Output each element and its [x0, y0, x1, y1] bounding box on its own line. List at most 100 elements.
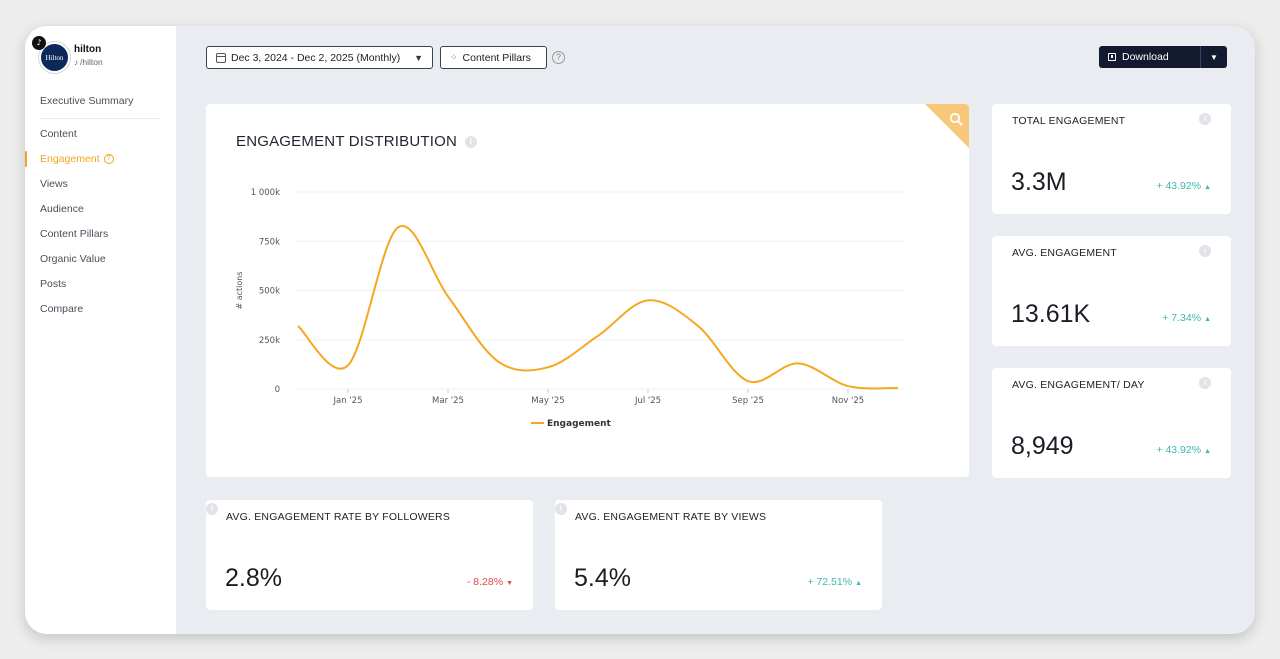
sidebar-nav: Executive Summary Content Engagement? Vi…	[25, 89, 176, 322]
download-button[interactable]: Download ▼	[1099, 46, 1227, 68]
sidebar-item-organic-value[interactable]: Organic Value	[40, 253, 106, 265]
x-tick-label: May '25	[531, 396, 564, 406]
change-text: - 8.28%	[466, 576, 504, 588]
kpi-value: 3.3M	[1011, 168, 1067, 196]
date-range-label: Dec 3, 2024 - Dec 2, 2025 (Monthly)	[231, 51, 401, 64]
calendar-icon	[216, 52, 226, 63]
sidebar-item-views[interactable]: Views	[40, 178, 68, 190]
kpi-label: AVG. ENGAGEMENT/ DAY	[1012, 379, 1145, 391]
change-text: + 7.34%	[1162, 312, 1202, 324]
sidebar-item-engagement[interactable]: Engagement?	[25, 147, 176, 172]
sparkle-icon: ⁘	[450, 52, 458, 62]
engagement-line-chart: 0 250k 500k 750k 1 000k # actions Jan '25 Mar '…	[235, 188, 904, 429]
y-tick-label: 750k	[259, 237, 280, 247]
rate-label: AVG. ENGAGEMENT RATE BY FOLLOWERS	[226, 511, 451, 523]
arrow-down-icon: ▼	[506, 580, 513, 587]
download-icon	[1108, 53, 1116, 61]
info-icon[interactable]: i	[1199, 113, 1211, 125]
data-point	[496, 359, 500, 363]
chevron-down-icon: ▼	[414, 52, 423, 63]
y-tick-label: 1 000k	[251, 188, 280, 198]
data-point	[396, 225, 400, 229]
avatar: Hilton	[39, 42, 70, 73]
arrow-up-icon: ▲	[1204, 316, 1211, 323]
profile-header[interactable]: Hilton ♪ hilton ♪/hilton	[30, 36, 170, 76]
x-tick-label: Mar '25	[432, 396, 464, 406]
x-tick-label: Jan '25	[333, 396, 363, 406]
tiktok-icon: ♪	[32, 36, 46, 50]
rate-card-views: AVG. ENGAGEMENT RATE BY VIEWS i 5.4% + 7…	[555, 500, 882, 610]
tiktok-small-icon: ♪	[74, 58, 78, 67]
rate-card-followers: AVG. ENGAGEMENT RATE BY FOLLOWERS i 2.8%…	[206, 500, 533, 610]
data-point	[446, 294, 450, 298]
kpi-label: AVG. ENGAGEMENT	[1012, 247, 1117, 259]
download-label: Download	[1122, 51, 1169, 63]
data-point	[646, 298, 650, 302]
kpi-change: + 43.92% ▲	[1156, 444, 1211, 456]
info-icon[interactable]: i	[206, 502, 218, 515]
data-point	[846, 384, 850, 388]
rate-label: AVG. ENGAGEMENT RATE BY VIEWS	[575, 511, 767, 523]
info-icon[interactable]: i	[1199, 245, 1211, 257]
y-tick-label: 250k	[259, 336, 280, 346]
y-tick-label: 500k	[259, 287, 280, 297]
arrow-up-icon: ▲	[1204, 184, 1211, 191]
engagement-distribution-card: ENGAGEMENT DISTRIBUTION i 0 250k 500k 750k 1 …	[206, 104, 969, 477]
x-tick-label: Nov '25	[832, 396, 864, 406]
content-pillars-button[interactable]: ⁘ Content Pillars	[440, 46, 547, 69]
sidebar: Hilton ♪ hilton ♪/hilton Executive Summa…	[25, 26, 176, 634]
kpi-card-avg-engagement-per-day: AVG. ENGAGEMENT/ DAY i 8,949 + 43.92% ▲	[992, 368, 1231, 478]
change-text: + 72.51%	[807, 576, 853, 588]
sidebar-item-executive-summary[interactable]: Executive Summary	[40, 95, 134, 107]
info-icon[interactable]: i	[1199, 377, 1211, 389]
kpi-card-total-engagement: TOTAL ENGAGEMENT i 3.3M + 43.92% ▲	[992, 104, 1231, 214]
kpi-value: 8,949	[1011, 432, 1074, 460]
kpi-change: + 7.34% ▲	[1162, 312, 1211, 324]
chevron-down-icon[interactable]: ▼	[1210, 52, 1218, 62]
data-point	[546, 365, 550, 369]
rate-change: - 8.28% ▼	[467, 576, 513, 588]
help-icon[interactable]: ?	[103, 154, 114, 165]
data-point	[796, 361, 800, 365]
corner-flag	[925, 104, 969, 148]
data-point	[746, 379, 750, 383]
kpi-change: + 43.92% ▲	[1156, 180, 1211, 192]
data-point	[596, 334, 600, 338]
y-tick-label: 0	[275, 385, 280, 395]
series-line-engagement	[297, 225, 899, 390]
content-pillars-label: Content Pillars	[462, 51, 531, 64]
rate-change: + 72.51% ▲	[807, 576, 862, 588]
rate-value: 5.4%	[574, 564, 631, 592]
sidebar-item-compare[interactable]: Compare	[40, 303, 84, 315]
data-point	[296, 324, 300, 328]
main-content: Dec 3, 2024 - Dec 2, 2025 (Monthly) ▼ ⁘ …	[176, 26, 1255, 634]
kpi-label: TOTAL ENGAGEMENT	[1012, 115, 1126, 127]
sidebar-item-posts[interactable]: Posts	[40, 278, 67, 290]
sidebar-item-content[interactable]: Content	[40, 128, 77, 140]
sidebar-item-audience[interactable]: Audience	[40, 203, 84, 215]
x-tick-label: Jul '25	[634, 396, 661, 406]
legend-label: Engagement	[547, 419, 612, 429]
app-window: Hilton ♪ hilton ♪/hilton Executive Summa…	[25, 26, 1255, 634]
x-tick-label: Sep '25	[732, 396, 764, 406]
zoom-corner[interactable]	[925, 104, 969, 148]
info-icon[interactable]: i	[465, 136, 478, 149]
sidebar-item-content-pillars[interactable]: Content Pillars	[40, 228, 109, 240]
chart-title: ENGAGEMENT DISTRIBUTION	[236, 133, 458, 150]
info-icon[interactable]: i	[555, 502, 567, 515]
date-range-picker[interactable]: Dec 3, 2024 - Dec 2, 2025 (Monthly) ▼	[206, 46, 433, 69]
data-point	[896, 386, 900, 390]
arrow-up-icon: ▲	[855, 580, 862, 587]
nav-divider	[40, 118, 160, 119]
y-axis-label: # actions	[235, 271, 244, 309]
help-icon[interactable]: ?	[552, 51, 565, 64]
profile-name: hilton	[74, 44, 102, 55]
rate-value: 2.8%	[225, 564, 282, 592]
chart-title-row: ENGAGEMENT DISTRIBUTION i	[236, 133, 478, 150]
data-point	[696, 324, 700, 328]
change-text: + 43.92%	[1156, 444, 1202, 456]
kpi-card-avg-engagement: AVG. ENGAGEMENT i 13.61K + 7.34% ▲	[992, 236, 1231, 346]
kpi-value: 13.61K	[1011, 300, 1091, 328]
search-icon	[949, 112, 963, 126]
profile-handle-row: ♪/hilton	[74, 57, 103, 67]
